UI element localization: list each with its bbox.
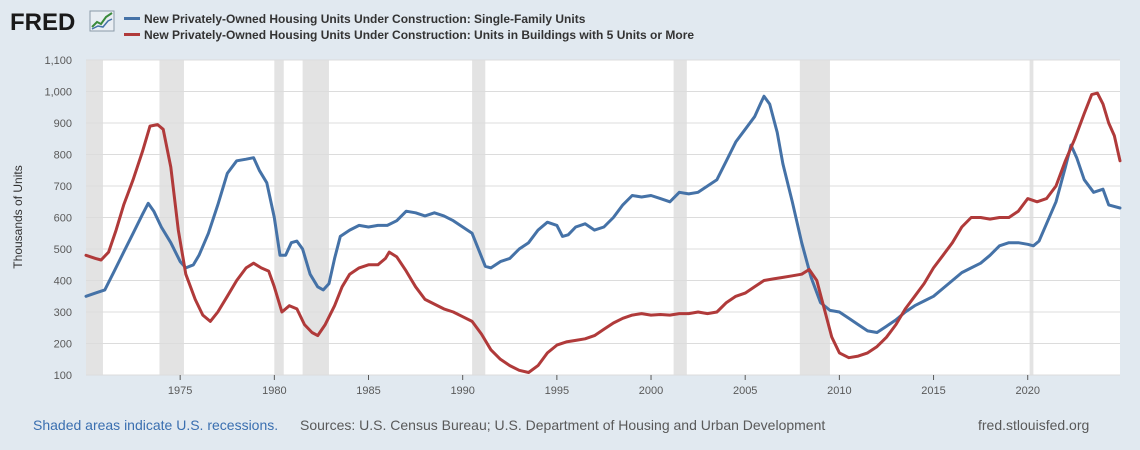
series-line-0 [84, 94, 1122, 334]
y-tick-label: 400 [54, 276, 72, 288]
x-tick-label: 1980 [262, 385, 286, 397]
series-line-1 [84, 91, 1122, 374]
fred-logo[interactable]: FRED [10, 8, 120, 39]
x-tick-label: 2000 [639, 385, 663, 397]
legend-label-single-family: New Privately-Owned Housing Units Under … [144, 12, 586, 26]
x-tick-label: 1975 [168, 385, 192, 397]
recession-note: Shaded areas indicate U.S. recessions. [33, 417, 279, 433]
y-tick-label: 200 [54, 339, 72, 351]
x-tick-label: 1995 [545, 385, 569, 397]
chart-line-icon [89, 10, 115, 32]
legend-label-multifamily: New Privately-Owned Housing Units Under … [144, 28, 695, 42]
y-tick-label: 800 [54, 150, 72, 162]
x-tick-label: 2010 [827, 385, 851, 397]
legend-item-single-family: New Privately-Owned Housing Units Under … [124, 12, 585, 26]
y-tick-label: 1,000 [44, 87, 72, 99]
y-tick-label: 100 [54, 370, 72, 382]
x-tick-label: 1985 [356, 385, 380, 397]
chart: 100 200 300 400 500 600 700 800 900 1,000 1,100 19… [11, 55, 1122, 397]
legend-swatch-single-family [124, 17, 140, 21]
grid-lines [86, 59, 1120, 376]
x-tick-label: 2005 [733, 385, 757, 397]
y-tick-label: 600 [54, 213, 72, 225]
fred-logo-text: FRED [10, 9, 75, 34]
series-lines [84, 91, 1122, 374]
legend-item-multifamily: New Privately-Owned Housing Units Under … [124, 28, 694, 42]
legend-swatch-multifamily [124, 33, 140, 37]
y-axis-ticks: 100 200 300 400 500 600 700 800 900 1,000 1,100 [44, 55, 72, 382]
y-tick-label: 300 [54, 307, 72, 319]
y-tick-label: 900 [54, 118, 72, 130]
y-tick-label: 500 [54, 244, 72, 256]
sources-note: Sources: U.S. Census Bureau; U.S. Depart… [300, 417, 826, 433]
x-axis-ticks: 1975 1980 1985 1990 1995 2000 2005 2010 2015 2020 [168, 375, 1040, 397]
x-tick-label: 2020 [1015, 385, 1039, 397]
y-axis-label: Thousands of Units [11, 165, 25, 268]
y-tick-label: 700 [54, 181, 72, 193]
y-tick-label: 1,100 [44, 55, 72, 67]
x-tick-label: 1990 [450, 385, 474, 397]
fred-url-link[interactable]: fred.stlouisfed.org [978, 417, 1090, 433]
x-tick-label: 2015 [921, 385, 945, 397]
